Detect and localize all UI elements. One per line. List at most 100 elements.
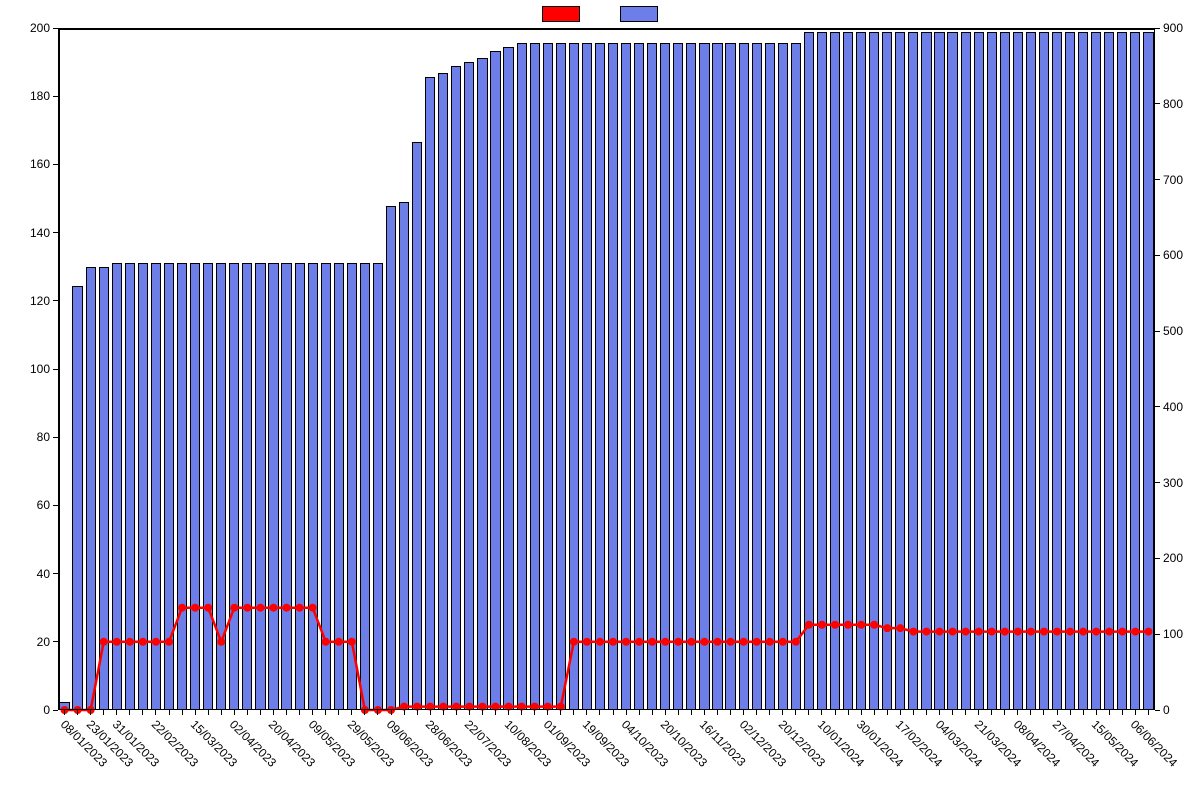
x-tick-mark xyxy=(913,710,914,715)
x-tick-mark xyxy=(756,710,757,715)
y-left-tick-label: 20 xyxy=(10,636,50,648)
x-tick-mark xyxy=(521,710,522,715)
y-left-tick-label: 100 xyxy=(10,363,50,375)
line-marker xyxy=(661,638,669,646)
line-marker xyxy=(727,638,735,646)
line-marker xyxy=(949,628,957,636)
x-tick-mark xyxy=(613,710,614,715)
y-left-tick-mark xyxy=(53,641,58,642)
x-tick-mark xyxy=(926,710,927,715)
y-left-tick-label: 60 xyxy=(10,499,50,511)
line-marker xyxy=(635,638,643,646)
x-tick-mark xyxy=(469,710,470,715)
x-tick-mark xyxy=(325,710,326,715)
line-marker xyxy=(296,604,304,612)
x-tick-mark xyxy=(1057,710,1058,715)
x-tick-mark xyxy=(1122,710,1123,715)
line-marker xyxy=(256,604,264,612)
x-tick-mark xyxy=(169,710,170,715)
x-tick-mark xyxy=(417,710,418,715)
x-tick-mark xyxy=(534,710,535,715)
x-tick-mark xyxy=(90,710,91,715)
line-marker xyxy=(596,638,604,646)
x-tick-mark xyxy=(965,710,966,715)
x-tick-mark xyxy=(939,710,940,715)
x-tick-mark xyxy=(182,710,183,715)
combo-chart: 020406080100120140160180200 010020030040… xyxy=(0,0,1200,800)
x-tick-mark xyxy=(299,710,300,715)
line-marker xyxy=(139,638,147,646)
x-tick-mark xyxy=(377,710,378,715)
x-tick-mark xyxy=(1030,710,1031,715)
x-tick-mark xyxy=(129,710,130,715)
line-marker xyxy=(191,604,199,612)
y-left-tick-mark xyxy=(53,710,58,711)
line-series xyxy=(65,608,1149,710)
y-left-tick-label: 0 xyxy=(10,704,50,716)
line-marker xyxy=(1001,628,1009,636)
x-tick-mark xyxy=(652,710,653,715)
x-tick-mark xyxy=(573,710,574,715)
line-marker xyxy=(766,638,774,646)
line-marker xyxy=(165,638,173,646)
legend-swatch-red xyxy=(542,6,580,22)
line-marker xyxy=(204,604,212,612)
x-tick-mark xyxy=(142,710,143,715)
x-tick-mark xyxy=(155,710,156,715)
line-marker xyxy=(1040,628,1048,636)
line-marker xyxy=(818,621,826,629)
x-tick-mark xyxy=(195,710,196,715)
y-right-tick-label: 300 xyxy=(1163,477,1200,489)
y-right-tick-label: 0 xyxy=(1163,704,1200,716)
x-tick-mark xyxy=(769,710,770,715)
x-tick-mark xyxy=(260,710,261,715)
x-tick-mark xyxy=(626,710,627,715)
x-tick-mark xyxy=(312,710,313,715)
line-marker xyxy=(700,638,708,646)
x-tick-mark xyxy=(77,710,78,715)
line-marker xyxy=(792,638,800,646)
x-tick-mark xyxy=(991,710,992,715)
x-tick-mark xyxy=(900,710,901,715)
y-right-tick-label: 900 xyxy=(1163,22,1200,34)
y-left-tick-mark xyxy=(53,28,58,29)
x-tick-mark xyxy=(835,710,836,715)
line-marker xyxy=(126,638,134,646)
line-marker xyxy=(309,604,317,612)
x-tick-mark xyxy=(586,710,587,715)
y-left-tick-mark xyxy=(53,369,58,370)
line-marker xyxy=(609,638,617,646)
line-marker xyxy=(1144,628,1152,636)
x-tick-mark xyxy=(821,710,822,715)
x-tick-mark xyxy=(848,710,849,715)
x-tick-mark xyxy=(273,710,274,715)
y-right-tick-mark xyxy=(1155,331,1160,332)
x-tick-mark xyxy=(795,710,796,715)
plot-area xyxy=(58,28,1155,710)
line-marker xyxy=(283,604,291,612)
line-marker xyxy=(1027,628,1035,636)
x-tick-mark xyxy=(364,710,365,715)
y-right-tick-mark xyxy=(1155,179,1160,180)
line-marker xyxy=(936,628,944,636)
line-marker xyxy=(1053,628,1061,636)
x-tick-mark xyxy=(103,710,104,715)
line-marker xyxy=(1092,628,1100,636)
y-right-tick-mark xyxy=(1155,255,1160,256)
x-tick-mark xyxy=(717,710,718,715)
x-tick-mark xyxy=(599,710,600,715)
legend-swatch-blue xyxy=(620,6,658,22)
y-right-tick-label: 700 xyxy=(1163,174,1200,186)
x-tick-mark xyxy=(247,710,248,715)
line-marker xyxy=(1066,628,1074,636)
line-marker xyxy=(714,638,722,646)
x-tick-mark xyxy=(861,710,862,715)
x-tick-mark xyxy=(1083,710,1084,715)
line-marker xyxy=(779,638,787,646)
line-marker xyxy=(622,638,630,646)
x-tick-mark xyxy=(1070,710,1071,715)
x-tick-mark xyxy=(665,710,666,715)
x-tick-mark xyxy=(952,710,953,715)
x-tick-mark xyxy=(1148,710,1149,715)
x-tick-mark xyxy=(64,710,65,715)
